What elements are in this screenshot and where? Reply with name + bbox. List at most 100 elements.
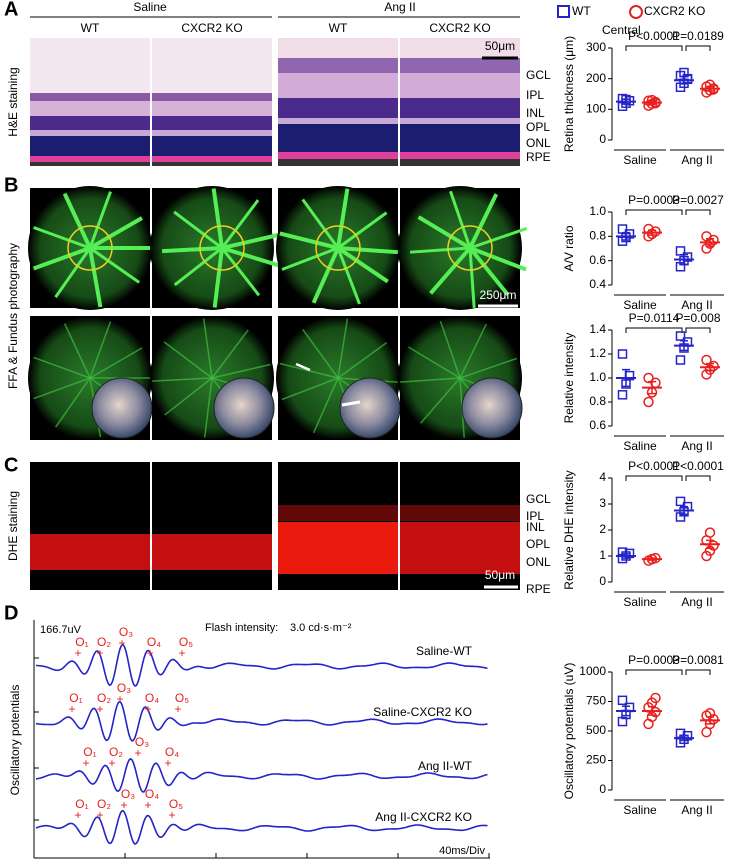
vessel bbox=[337, 342, 387, 379]
comparison-bracket bbox=[685, 475, 711, 481]
peak-label: O₂ bbox=[97, 691, 111, 705]
he-layer bbox=[278, 152, 398, 159]
vessel bbox=[468, 247, 476, 308]
he-layer bbox=[152, 156, 272, 162]
error-bar bbox=[680, 253, 688, 266]
data-point bbox=[617, 349, 628, 359]
error-bar bbox=[622, 231, 630, 241]
peak-label: O₃ bbox=[117, 681, 131, 695]
fundus-inset bbox=[461, 377, 523, 439]
peak-label: O₄ bbox=[145, 691, 159, 705]
peak-marker: + bbox=[108, 756, 115, 770]
panel-label: B bbox=[4, 174, 18, 196]
op-trace bbox=[35, 757, 488, 793]
he-layer bbox=[30, 93, 150, 101]
layer-label: INL bbox=[526, 520, 545, 534]
vessel bbox=[281, 377, 339, 401]
error-bar bbox=[648, 229, 656, 236]
vessel bbox=[89, 347, 143, 379]
vessel bbox=[212, 247, 224, 308]
x-tick-label: Saline bbox=[623, 153, 657, 167]
comparison-bracket bbox=[625, 45, 683, 51]
layer-label: ONL bbox=[526, 136, 551, 150]
vessel bbox=[221, 232, 281, 250]
comparison-label: P=0.0189 bbox=[672, 29, 724, 43]
vessel bbox=[202, 318, 213, 379]
vessel bbox=[420, 377, 461, 424]
vessel bbox=[302, 329, 339, 379]
scale-bar-label: 50μm bbox=[485, 39, 515, 53]
y-tick-label: 4 bbox=[599, 470, 606, 484]
roi-circle bbox=[199, 225, 245, 271]
legend-marker bbox=[629, 5, 643, 19]
vessel bbox=[281, 246, 339, 271]
vessel bbox=[33, 377, 91, 400]
comparison-label: P=0.008 bbox=[675, 311, 720, 325]
data-point bbox=[650, 692, 661, 704]
flash-value: 3.0 cd·s·m⁻² bbox=[290, 622, 352, 634]
error-bar bbox=[706, 362, 714, 372]
he-layer bbox=[278, 58, 398, 73]
vessel bbox=[161, 246, 223, 254]
y-tick-label: 1 bbox=[599, 548, 606, 562]
vessel bbox=[301, 198, 340, 249]
he-layer bbox=[278, 98, 398, 118]
he-layer bbox=[152, 101, 272, 116]
trace-name: Saline-CXCR2 KO bbox=[373, 705, 472, 719]
data-point bbox=[617, 695, 628, 706]
peak-label: O₃ bbox=[119, 625, 133, 639]
he-layer bbox=[400, 38, 520, 58]
layer-label: OPL bbox=[526, 537, 550, 551]
roi-circle bbox=[67, 225, 113, 271]
x-tick-label: Ang II bbox=[681, 595, 712, 609]
vessel bbox=[469, 227, 528, 250]
time-scale: 40ms/Div bbox=[439, 845, 485, 857]
amplitude-label: 166.7uV bbox=[40, 624, 82, 636]
vessel bbox=[311, 247, 340, 304]
side-label: DHE staining bbox=[6, 491, 20, 561]
y-tick-label: 0 bbox=[599, 574, 606, 588]
y-label: Relative intensity bbox=[562, 333, 576, 424]
y-tick-label: 100 bbox=[586, 102, 606, 116]
dhe-band bbox=[400, 522, 520, 574]
vessel bbox=[173, 210, 223, 250]
x-tick-label: Saline bbox=[623, 439, 657, 453]
legend-label: CXCR2 KO bbox=[644, 4, 705, 18]
he-layer bbox=[30, 116, 150, 130]
he-layer bbox=[152, 130, 272, 136]
vessel bbox=[439, 321, 461, 379]
legend-marker bbox=[557, 5, 570, 18]
peak-marker: + bbox=[96, 702, 103, 716]
column-label: WT bbox=[81, 21, 100, 35]
vessel bbox=[429, 246, 472, 295]
op-trace bbox=[36, 643, 488, 687]
data-point bbox=[701, 231, 712, 242]
y-tick-label: 1.0 bbox=[589, 370, 606, 384]
dhe-image bbox=[152, 462, 272, 590]
y-label: Oscillatory potentials (uV) bbox=[562, 663, 576, 800]
peak-marker: + bbox=[116, 692, 123, 706]
error-bar bbox=[648, 380, 656, 395]
vessel bbox=[410, 246, 471, 254]
error-bar bbox=[622, 98, 630, 105]
vessel bbox=[337, 318, 349, 379]
side-label: H&E staining bbox=[6, 67, 20, 136]
peak-label: O₁ bbox=[75, 635, 88, 649]
trace-name: Saline-WT bbox=[416, 644, 473, 658]
fundus-inset bbox=[91, 377, 153, 439]
vessel bbox=[211, 329, 249, 379]
layer-label: IPL bbox=[526, 509, 544, 523]
y-label: Relative DHE intensity bbox=[562, 470, 576, 589]
y-tick-label: 200 bbox=[586, 71, 606, 85]
he-layer bbox=[152, 38, 272, 93]
op-trace bbox=[35, 809, 488, 845]
y-tick-label: 1.4 bbox=[589, 322, 606, 336]
column-label: CXCR2 KO bbox=[429, 21, 490, 35]
x-tick-label: Saline bbox=[623, 298, 657, 312]
layer-label: GCL bbox=[526, 68, 551, 82]
vessel bbox=[89, 321, 112, 379]
chart-subtitle: Central bbox=[602, 23, 641, 37]
dhe-band bbox=[278, 505, 398, 521]
dhe-band bbox=[30, 534, 150, 570]
y-tick-label: 0.4 bbox=[589, 277, 606, 291]
